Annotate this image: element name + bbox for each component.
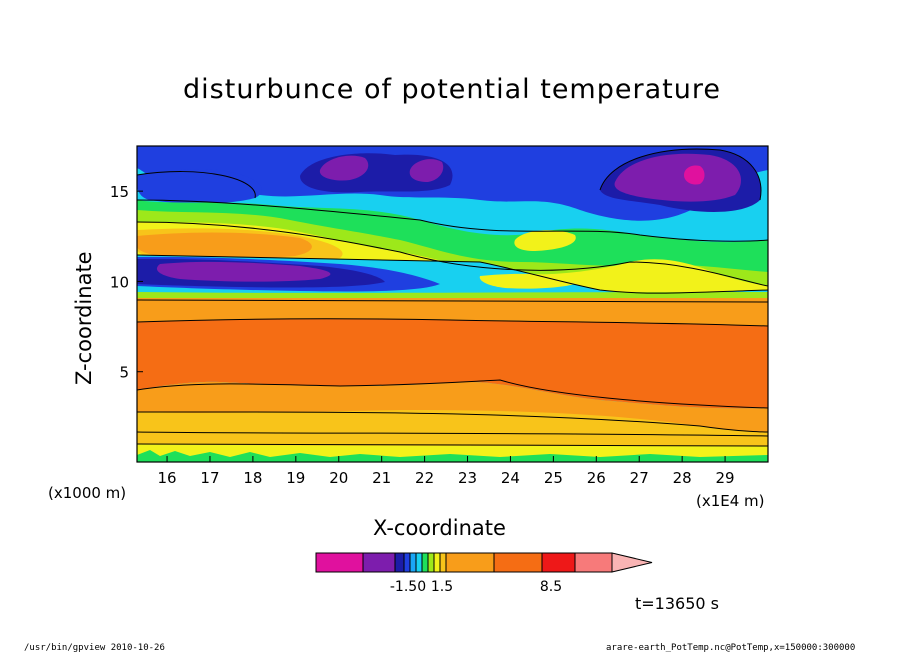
colorbar-swatch <box>362 552 396 573</box>
y-axis-ticks: 5 10 15 <box>110 183 143 382</box>
layer-dark-orange <box>137 318 768 409</box>
x-tick-label: 19 <box>286 469 305 487</box>
colorbar-label: 1.5 <box>431 579 453 595</box>
contour-line <box>137 431 768 437</box>
x-tick-label: 21 <box>372 469 391 487</box>
y-axis-label: Z-coordinate <box>72 251 96 385</box>
y-tick-label: 5 <box>119 364 129 382</box>
colorbar-swatch <box>493 552 543 573</box>
yellow-blob-upper <box>514 230 576 251</box>
y-tick-label: 10 <box>110 273 129 291</box>
x-tick-label: 25 <box>544 469 563 487</box>
colorbar-label: 8.5 <box>540 579 562 595</box>
inversion-yellow-strip <box>479 273 585 289</box>
upper-blue-region <box>137 146 768 221</box>
colorbar: -1.50 1.5 8.5 <box>315 552 653 595</box>
colorbar-swatch <box>445 552 495 573</box>
x-tick-label: 28 <box>673 469 692 487</box>
x-tick-label: 29 <box>716 469 735 487</box>
x-tick-label: 22 <box>415 469 434 487</box>
orange-blob-upper <box>137 232 312 259</box>
colorbar-swatch <box>403 552 411 573</box>
colorbar-swatch <box>433 552 441 573</box>
colorbar-swatch <box>574 552 613 573</box>
colorbar-swatch <box>409 552 417 573</box>
colorbar-label: -1.50 <box>390 579 426 595</box>
footer-left: /usr/bin/gpview 2010-10-26 <box>24 643 165 653</box>
contour-line <box>137 171 256 199</box>
x-tick-label: 16 <box>158 469 177 487</box>
plot-frame <box>136 145 769 463</box>
x-tick-label: 18 <box>243 469 262 487</box>
contour-line <box>137 411 768 433</box>
contour-line <box>137 254 768 294</box>
colorbar-swatch <box>394 552 405 573</box>
colorbar-extension <box>611 552 653 573</box>
contour-line <box>137 221 768 287</box>
layer-yellow-orange <box>137 410 768 455</box>
x-tick-label: 23 <box>458 469 477 487</box>
contour-line <box>137 379 768 409</box>
upper-magenta-max <box>684 165 705 185</box>
upper-purple-blob-b <box>409 159 444 182</box>
x-axis-ticks: 16 17 18 19 20 21 22 23 24 25 26 27 28 29 <box>158 456 735 487</box>
layer-ground-green <box>137 450 768 462</box>
y-tick-label: 15 <box>110 183 129 201</box>
contour-line <box>599 148 762 201</box>
colorbar-swatch <box>421 552 429 573</box>
x-tick-label: 17 <box>200 469 219 487</box>
x-unit-left-label: (x1000 m) <box>48 484 127 502</box>
colorbar-swatch <box>315 552 364 573</box>
time-label: t=13650 s <box>635 594 719 613</box>
contour-line <box>137 199 768 242</box>
contour-line <box>137 299 768 303</box>
upper-purple-blob-a <box>319 155 369 181</box>
x-axis-label: X-coordinate <box>373 516 506 540</box>
x-tick-label: 27 <box>630 469 649 487</box>
upper-purple-blob-right <box>614 153 742 202</box>
colorbar-swatch <box>415 552 423 573</box>
x-tick-label: 20 <box>329 469 348 487</box>
colorbar-swatch <box>427 552 435 573</box>
colorbar-swatch <box>541 552 576 573</box>
inversion-purple <box>156 261 331 282</box>
footer-right: arare-earth_PotTemp.nc@PotTemp,x=150000:… <box>606 643 856 653</box>
x-tick-label: 24 <box>501 469 520 487</box>
x-unit-right-label: (x1E4 m) <box>696 492 765 510</box>
chart-title: disturbunce of potential temperature <box>183 74 721 105</box>
colorbar-swatch <box>439 552 447 573</box>
contour-line <box>137 318 768 327</box>
x-tick-label: 26 <box>587 469 606 487</box>
